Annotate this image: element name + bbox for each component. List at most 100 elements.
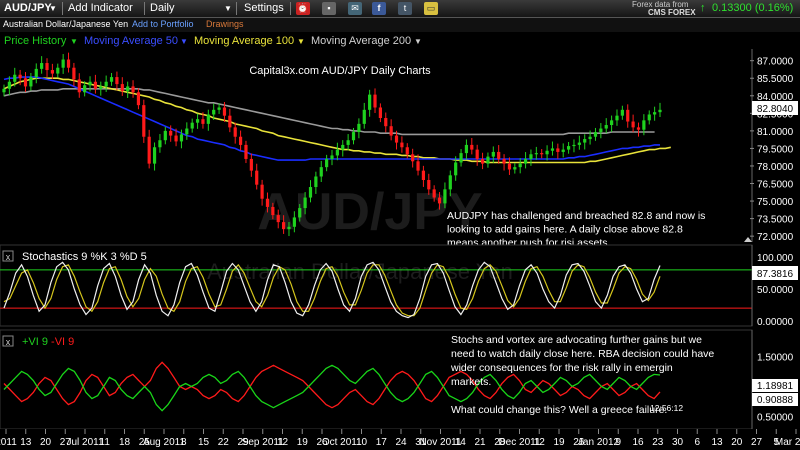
x-tick-label: 12: [534, 437, 546, 448]
candle-body: [56, 67, 60, 74]
x-tick-label: 15: [198, 437, 210, 448]
candle-body: [104, 81, 108, 87]
candle-body: [292, 217, 296, 227]
candle-body: [115, 77, 119, 85]
candle-body: [491, 151, 495, 157]
add-indicator-button[interactable]: Add Indicator: [68, 2, 133, 14]
candle-body: [83, 85, 87, 93]
price-y-tick: 85.5000: [757, 74, 794, 85]
candle-body: [88, 81, 92, 86]
interval-dropdown-icon[interactable]: ▼: [224, 4, 232, 13]
x-tick-label: 5: [773, 437, 779, 448]
ma50-dropdown-icon[interactable]: ▼: [180, 37, 188, 46]
candle-body: [351, 132, 356, 141]
candle-body: [287, 226, 291, 230]
stochastics-panel: Australian Dollar/Japanese Yen x Stochas…: [0, 244, 798, 328]
candle-body: [271, 206, 275, 216]
candle-body: [647, 114, 651, 121]
add-to-portfolio-link[interactable]: Add to Portfolio: [132, 19, 194, 29]
candle-body: [658, 109, 662, 113]
x-tick-label: Nov 2011: [419, 437, 462, 448]
candle-body: [341, 144, 345, 150]
stoch-levels: [0, 269, 752, 309]
stoch-close-icon[interactable]: [2, 250, 14, 262]
candle-body: [550, 148, 555, 151]
vi-minus-label: -VI 9: [51, 336, 74, 348]
candle-body: [454, 162, 458, 176]
candle-body: [384, 118, 388, 127]
legend-ma50[interactable]: Moving Average 50: [84, 35, 178, 47]
twitter-icon[interactable]: t: [398, 2, 412, 15]
candle-body: [357, 123, 361, 133]
resize-handle-icon[interactable]: [744, 237, 752, 242]
x-tick-label: 25: [139, 437, 151, 448]
last-price-badge: [752, 101, 798, 115]
last-price: 82.8040: [757, 104, 794, 115]
candle-body: [131, 86, 135, 93]
candle-body: [513, 167, 517, 170]
chart-area[interactable]: AUD/JPY Capital3x.com AUD/JPY Daily Char…: [0, 49, 800, 450]
candle-body: [620, 109, 624, 116]
interval-selector[interactable]: Daily: [150, 2, 175, 14]
candle-body: [99, 86, 103, 89]
candle-body: [77, 79, 81, 93]
vortex-close-icon[interactable]: [2, 335, 14, 347]
vi-plus-label: +VI 9: [22, 336, 51, 348]
candle-body: [566, 146, 571, 150]
candle-body: [276, 215, 280, 223]
candle-body: [604, 125, 608, 129]
symbol-dropdown-icon[interactable]: ▼: [49, 4, 57, 13]
price-y-tick: 73.5000: [757, 215, 794, 226]
candle-body: [233, 127, 237, 137]
candle-body: [314, 176, 318, 188]
x-tick-label: 16: [632, 437, 644, 448]
alarm-clock-icon[interactable]: ⏰: [296, 2, 310, 15]
legend-price-history[interactable]: Price History: [4, 35, 67, 47]
candle-body: [373, 94, 377, 108]
legend-ma200[interactable]: Moving Average 200: [311, 35, 412, 47]
ma100-dropdown-icon[interactable]: ▼: [297, 37, 305, 46]
candle-body: [282, 222, 286, 230]
candle-body: [195, 119, 200, 123]
stoch-last-value: 87.3816: [757, 269, 794, 280]
candle-body: [40, 63, 44, 69]
candle-body: [34, 68, 38, 78]
candle-body: [255, 170, 259, 185]
candle-body: [330, 155, 334, 159]
price-panel: AUD/JPY Capital3x.com AUD/JPY Daily Char…: [0, 49, 798, 249]
vortex-title: +VI 9 -VI 9: [22, 336, 74, 348]
candle-body: [470, 144, 474, 150]
drawings-link[interactable]: Drawings: [206, 19, 244, 29]
candle-body: [212, 109, 216, 115]
candle-body: [443, 189, 447, 204]
x-tick-label: 14: [455, 437, 467, 448]
candle-body: [23, 78, 28, 87]
ma200-dropdown-icon[interactable]: ▼: [414, 37, 422, 46]
note-icon[interactable]: ▭: [424, 2, 438, 15]
candle-body: [400, 142, 404, 148]
stoch-close-glyph: x: [6, 252, 11, 262]
candle-body: [507, 163, 512, 170]
candle-body: [45, 63, 49, 71]
delete-icon[interactable]: ▪: [322, 2, 336, 15]
x-tick-label: 10: [356, 437, 368, 448]
candle-body: [497, 151, 501, 159]
candle-body: [163, 130, 167, 141]
candle-body: [523, 158, 528, 164]
price-change: 0.13300 (0.16%): [712, 2, 794, 14]
candle-body: [653, 112, 657, 115]
x-tick-label: 30: [672, 437, 684, 448]
change-up-arrow-icon: ↑: [700, 2, 706, 14]
symbol-selector[interactable]: AUD/JPY: [4, 2, 52, 14]
price-history-dropdown-icon[interactable]: ▼: [70, 37, 78, 46]
legend-ma100[interactable]: Moving Average 100: [194, 35, 295, 47]
email-icon[interactable]: ✉: [348, 2, 362, 15]
vortex-y-tick: 1.50000: [757, 352, 794, 363]
candle-body: [583, 139, 587, 143]
candle-body: [335, 149, 339, 156]
settings-button[interactable]: Settings: [244, 2, 284, 14]
candle-body: [18, 74, 22, 79]
candle-body: [610, 120, 614, 126]
facebook-icon[interactable]: f: [372, 2, 386, 15]
